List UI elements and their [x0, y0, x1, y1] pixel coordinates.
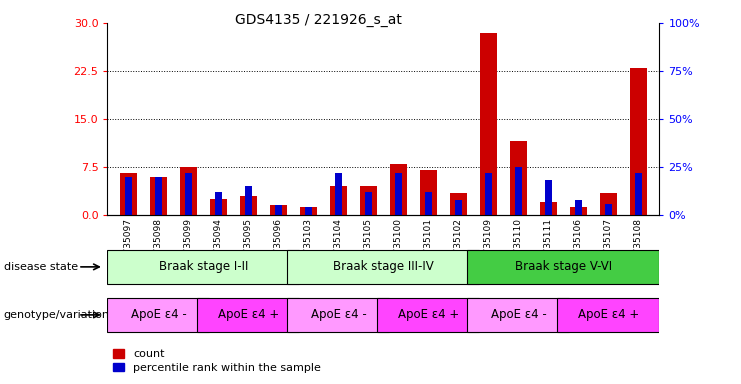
- Text: disease state: disease state: [4, 262, 78, 272]
- Bar: [305, 207, 312, 215]
- Bar: [575, 200, 582, 215]
- Bar: [540, 202, 556, 215]
- Text: ApoE ε4 -: ApoE ε4 -: [491, 308, 546, 321]
- Bar: [180, 167, 196, 215]
- Bar: [391, 164, 407, 215]
- Bar: [420, 170, 436, 215]
- Bar: [150, 177, 167, 215]
- Bar: [365, 192, 372, 215]
- Text: Braak stage V-VI: Braak stage V-VI: [515, 260, 612, 273]
- Text: ApoE ε4 +: ApoE ε4 +: [218, 308, 279, 321]
- Bar: [155, 177, 162, 215]
- Bar: [425, 192, 432, 215]
- Text: Braak stage III-IV: Braak stage III-IV: [333, 260, 433, 273]
- Bar: [330, 186, 347, 215]
- Bar: [635, 173, 642, 215]
- Bar: [215, 192, 222, 215]
- Text: GDS4135 / 221926_s_at: GDS4135 / 221926_s_at: [235, 13, 402, 27]
- Bar: [335, 173, 342, 215]
- Bar: [468, 298, 570, 332]
- Bar: [511, 141, 527, 215]
- Text: genotype/variation: genotype/variation: [4, 310, 110, 320]
- Bar: [270, 205, 287, 215]
- Bar: [210, 199, 227, 215]
- Bar: [120, 174, 136, 215]
- Bar: [605, 204, 612, 215]
- Bar: [377, 298, 479, 332]
- Text: Braak stage I-II: Braak stage I-II: [159, 260, 248, 273]
- Bar: [245, 186, 252, 215]
- Bar: [360, 186, 376, 215]
- Text: ApoE ε4 -: ApoE ε4 -: [130, 308, 186, 321]
- Bar: [631, 68, 647, 215]
- Text: ApoE ε4 -: ApoE ε4 -: [310, 308, 366, 321]
- Bar: [240, 196, 256, 215]
- Bar: [395, 173, 402, 215]
- Bar: [600, 193, 617, 215]
- Bar: [485, 173, 492, 215]
- Bar: [125, 177, 132, 215]
- Bar: [185, 173, 192, 215]
- Bar: [275, 205, 282, 215]
- Bar: [107, 298, 210, 332]
- Bar: [455, 200, 462, 215]
- Bar: [557, 298, 659, 332]
- Bar: [288, 298, 390, 332]
- Bar: [545, 180, 552, 215]
- Bar: [468, 250, 659, 284]
- Bar: [451, 193, 467, 215]
- Bar: [300, 207, 316, 215]
- Bar: [515, 167, 522, 215]
- Bar: [197, 298, 299, 332]
- Bar: [288, 250, 479, 284]
- Legend: count, percentile rank within the sample: count, percentile rank within the sample: [113, 349, 321, 373]
- Bar: [107, 250, 299, 284]
- Text: ApoE ε4 +: ApoE ε4 +: [398, 308, 459, 321]
- Text: ApoE ε4 +: ApoE ε4 +: [578, 308, 639, 321]
- Bar: [480, 33, 496, 215]
- Bar: [571, 207, 587, 215]
